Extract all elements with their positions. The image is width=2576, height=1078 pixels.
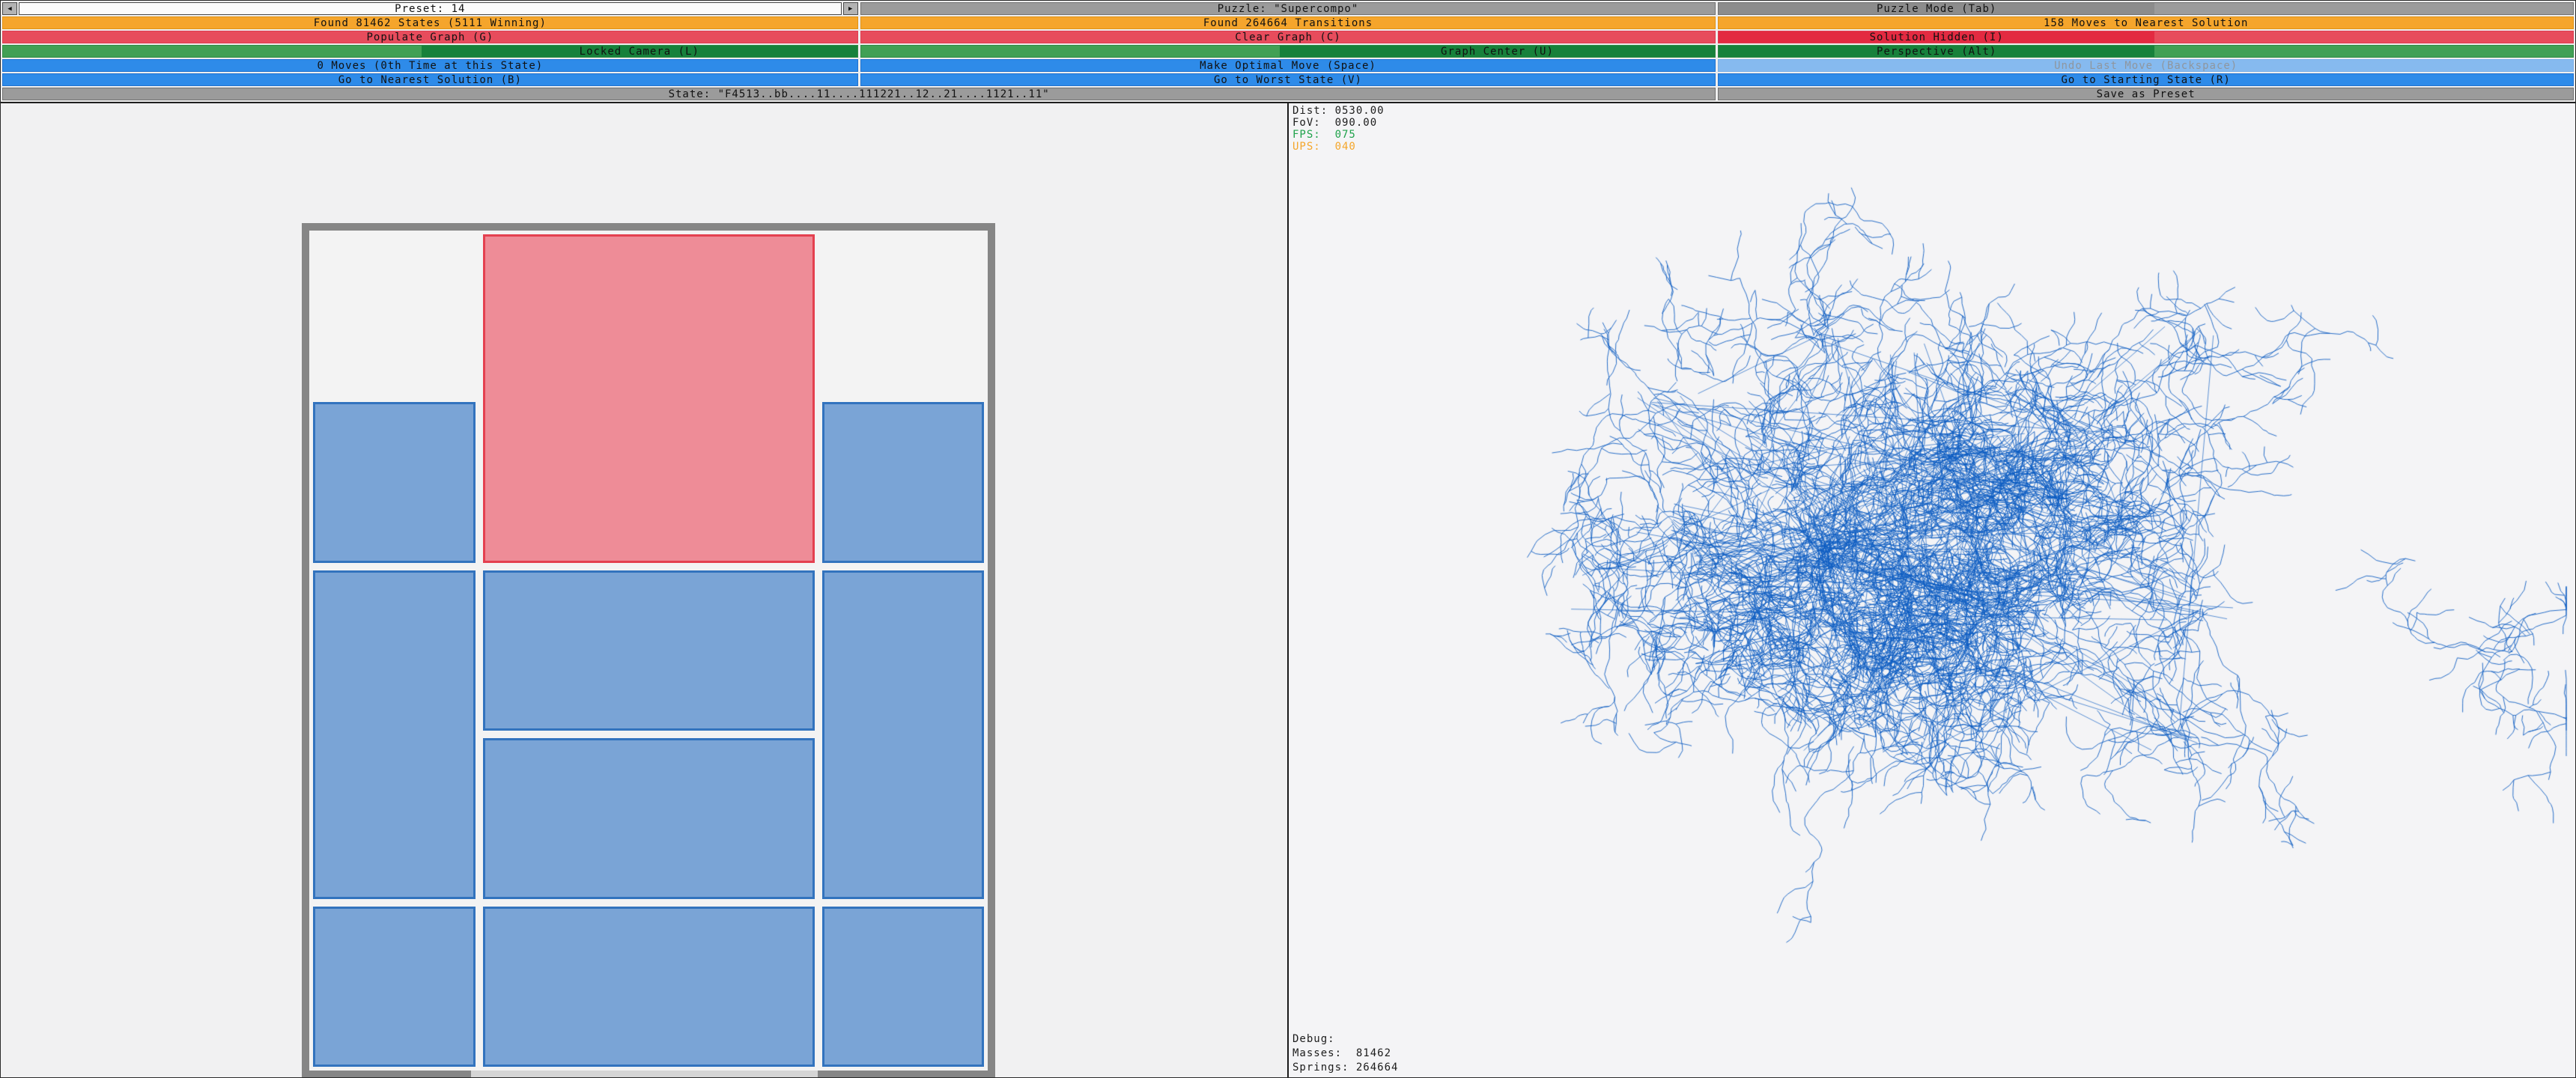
header-separator (1, 102, 2575, 103)
move-counter-button: 0 Moves (0th Time at this State) (2, 59, 858, 72)
graph-panel: Dist: 0530.00 FoV: 090.00 FPS: 075 UPS: 040… (1289, 103, 2575, 1077)
preset-field[interactable]: Preset: 14 (19, 2, 842, 15)
toolbar: ◀ Preset: 14 ▶ Puzzle: "Supercompo" Puzz… (1, 1, 2575, 102)
right-arrow-icon: ▶ (848, 4, 853, 13)
preset-spinner: ◀ Preset: 14 ▶ (2, 2, 858, 15)
hud-line: FoV: 090.00 (1292, 117, 1378, 129)
found-transitions-button[interactable]: Found 264664 Transitions (860, 16, 1716, 29)
solution-hidden-button[interactable]: Solution Hidden (I) (1718, 31, 2574, 43)
perspective-button[interactable]: Perspective (Alt) (1718, 45, 2574, 58)
found-states-button[interactable]: Found 81462 States (5111 Winning) (2, 16, 858, 29)
hud-line: FPS: 075 (1292, 129, 1356, 141)
hud-line: Springs: 264664 (1292, 1062, 1399, 1074)
go-worst-state-button[interactable]: Go to Worst State (V) (860, 73, 1716, 86)
preset-next-button[interactable]: ▶ (842, 2, 858, 15)
hud-line: UPS: 040 (1292, 141, 1356, 153)
solution-hidden-label: Solution Hidden (I) (1869, 31, 2004, 43)
puzzle-block-red[interactable] (482, 234, 815, 563)
perspective-fill: Perspective (Alt) (1719, 45, 2155, 58)
puzzle-block-blue[interactable] (313, 906, 476, 1067)
puzzle-block-blue[interactable] (482, 738, 815, 899)
puzzle-block-blue[interactable] (313, 402, 476, 563)
puzzle-block-blue[interactable] (821, 906, 984, 1067)
puzzle-block-blue[interactable] (482, 906, 815, 1067)
hud-line: Debug: (1292, 1033, 1335, 1045)
graph-center-button[interactable]: Graph Center (U) (860, 45, 1716, 58)
panel-divider (1287, 103, 1289, 1077)
locked-camera-button[interactable]: Locked Camera (L) (2, 45, 858, 58)
puzzle-mode-fill: Puzzle Mode (Tab) (1719, 2, 2155, 15)
puzzle-board (302, 223, 995, 1077)
camera-hud: Dist: 0530.00 FoV: 090.00 FPS: 075 UPS: 040 (1292, 105, 1385, 153)
go-starting-state-button[interactable]: Go to Starting State (R) (1718, 73, 2574, 86)
hud-line: Masses: 81462 (1292, 1047, 1392, 1059)
puzzle-name-button[interactable]: Puzzle: "Supercompo" (860, 2, 1716, 15)
solution-hidden-fill: Solution Hidden (I) (1719, 31, 2155, 43)
puzzle-block-blue[interactable] (313, 570, 476, 899)
debug-hud: Debug: Masses: 81462 Springs: 264664 (1292, 1032, 1398, 1075)
state-graph-canvas[interactable] (1289, 103, 2575, 1077)
locked-camera-label: Locked Camera (L) (579, 45, 699, 58)
locked-camera-fill: Locked Camera (L) (421, 45, 857, 58)
make-optimal-move-button[interactable]: Make Optimal Move (Space) (860, 59, 1716, 72)
undo-last-move-button: Undo Last Move (Backspace) (1718, 59, 2574, 72)
perspective-label: Perspective (Alt) (1877, 45, 1997, 58)
puzzle-mode-button[interactable]: Puzzle Mode (Tab) (1718, 2, 2574, 15)
save-as-preset-button[interactable]: Save as Preset (1718, 88, 2574, 100)
graph-center-fill: Graph Center (U) (1279, 45, 1716, 58)
state-display: State: "F4513..bb....11....111221..12..2… (2, 88, 1716, 100)
puzzle-block-blue[interactable] (821, 570, 984, 899)
populate-graph-button[interactable]: Populate Graph (G) (2, 31, 858, 43)
puzzle-mode-label: Puzzle Mode (Tab) (1877, 2, 1997, 15)
clear-graph-button[interactable]: Clear Graph (C) (860, 31, 1716, 43)
hud-line: Dist: 0530.00 (1292, 105, 1385, 117)
puzzle-block-blue[interactable] (482, 570, 815, 731)
board-exit-notch (471, 1071, 818, 1077)
go-nearest-solution-button[interactable]: Go to Nearest Solution (B) (2, 73, 858, 86)
left-arrow-icon: ◀ (7, 4, 12, 13)
puzzle-panel (1, 103, 1287, 1077)
puzzle-block-blue[interactable] (821, 402, 984, 563)
graph-center-label: Graph Center (U) (1441, 45, 1554, 58)
preset-prev-button[interactable]: ◀ (2, 2, 17, 15)
moves-to-solution-button[interactable]: 158 Moves to Nearest Solution (1718, 16, 2574, 29)
